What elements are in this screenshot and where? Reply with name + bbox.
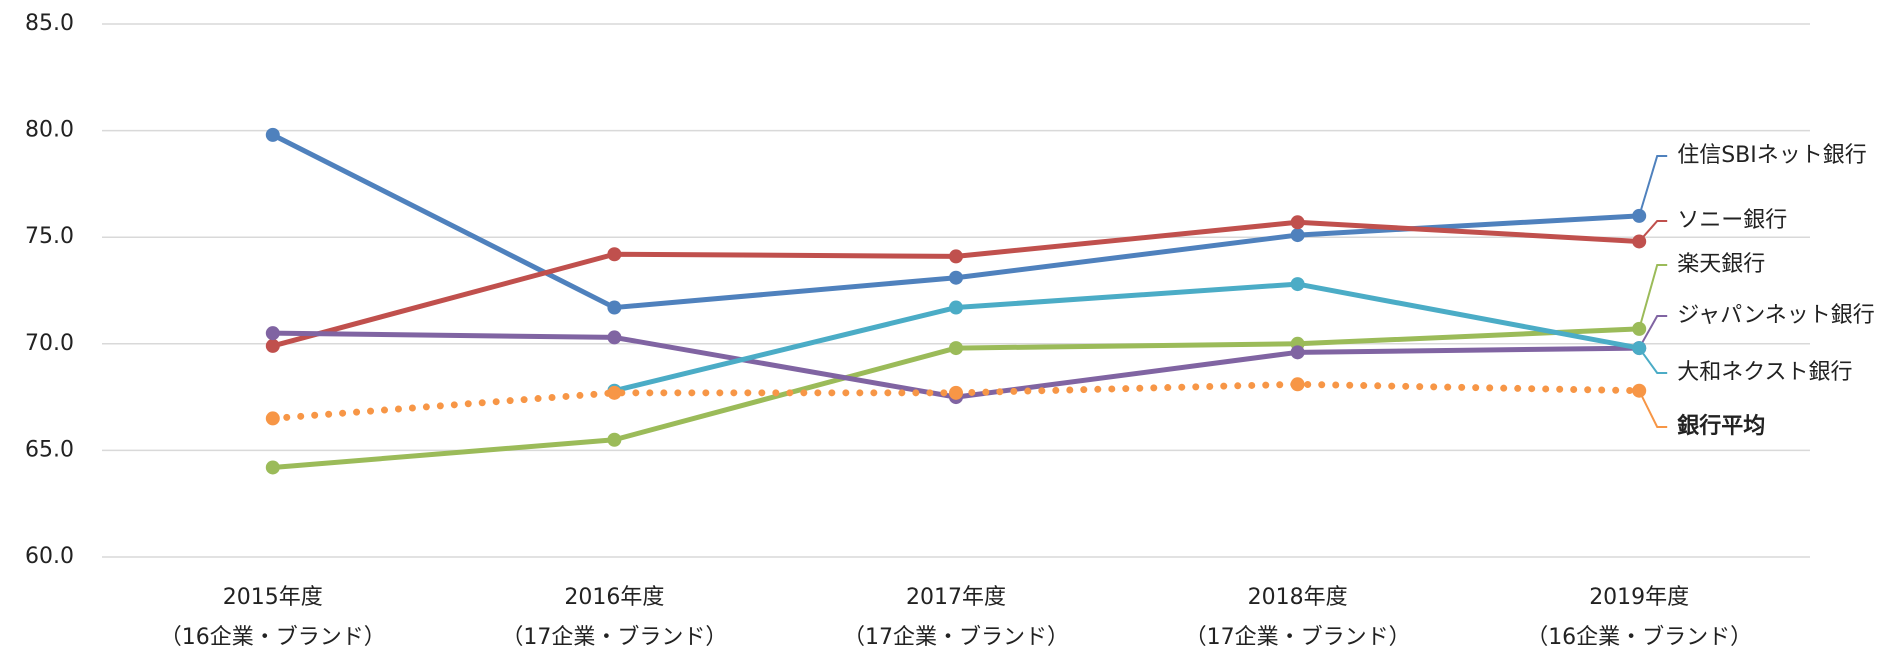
- y-tick-label: 60.0: [25, 544, 74, 569]
- x-tick-label: （16企業・ブランド）: [1526, 625, 1752, 650]
- y-tick-label: 80.0: [25, 118, 74, 143]
- point: [265, 338, 280, 353]
- x-tick-label: （17企業・ブランド）: [843, 625, 1069, 650]
- point: [1290, 277, 1305, 292]
- series-line: [611, 281, 1642, 394]
- x-tick-label: （17企業・ブランド）: [1185, 625, 1411, 650]
- y-tick-label: 65.0: [25, 437, 74, 462]
- x-tick-label: 2016年度: [564, 585, 664, 610]
- y-tick-label: 85.0: [25, 11, 74, 36]
- point: [949, 249, 963, 264]
- x-tick-label: 2017年度: [906, 585, 1006, 610]
- x-tick-label: （17企業・ブランド）: [501, 625, 727, 650]
- series-label: 大和ネクスト銀行: [1677, 360, 1852, 385]
- leader-line: [1638, 220, 1668, 243]
- point: [607, 385, 622, 400]
- x-tick-label: （16企業・ブランド）: [160, 625, 386, 650]
- x-tick-label: 2018年度: [1248, 585, 1348, 610]
- leader-line: [1638, 347, 1668, 374]
- point: [265, 326, 280, 341]
- y-tick-label: 75.0: [25, 224, 74, 249]
- x-tick-label: 2015年度: [223, 585, 323, 610]
- point: [949, 270, 963, 285]
- series-label: ジャパンネット銀行: [1677, 303, 1875, 328]
- leader-line: [1638, 390, 1668, 428]
- point: [1290, 377, 1305, 392]
- point: [1290, 228, 1305, 243]
- point: [949, 300, 963, 315]
- leader-line: [1638, 155, 1668, 217]
- point: [949, 385, 963, 400]
- series-label: 銀行平均: [1677, 413, 1765, 439]
- y-tick-label: 70.0: [25, 331, 74, 356]
- leader-line: [1638, 264, 1668, 330]
- point: [265, 460, 280, 475]
- leader-line: [1638, 315, 1668, 349]
- series-label: ソニー銀行: [1677, 208, 1787, 233]
- point: [1290, 345, 1305, 360]
- series-label: 楽天銀行: [1677, 252, 1765, 277]
- x-tick-label: 2019年度: [1589, 585, 1689, 610]
- point: [1290, 215, 1305, 230]
- point: [607, 247, 622, 262]
- point: [265, 127, 280, 142]
- series-label: 住信SBIネット銀行: [1677, 143, 1867, 168]
- point: [607, 300, 622, 315]
- point: [949, 341, 963, 356]
- point: [607, 432, 622, 447]
- point: [607, 330, 622, 345]
- point: [265, 411, 280, 426]
